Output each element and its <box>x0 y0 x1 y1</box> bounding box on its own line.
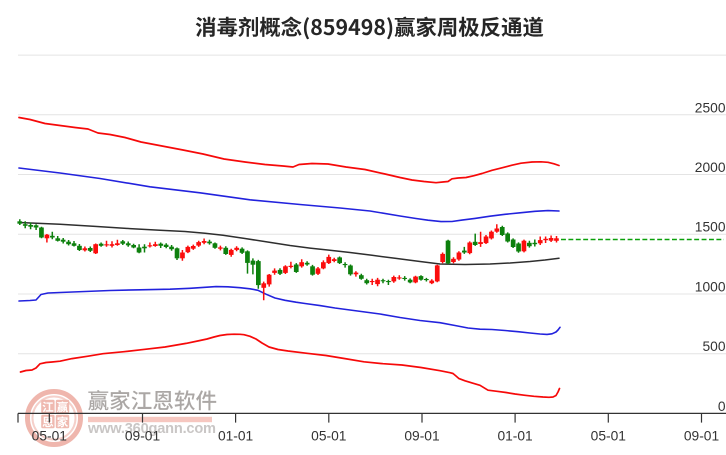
svg-text:05-01: 05-01 <box>32 428 67 443</box>
svg-text:05-01: 05-01 <box>591 428 626 443</box>
svg-text:1500: 1500 <box>695 220 726 235</box>
svg-text:0: 0 <box>718 399 726 414</box>
svg-text:2000: 2000 <box>695 160 726 175</box>
svg-text:www.360gann.com: www.360gann.com <box>87 421 216 437</box>
svg-text:05-01: 05-01 <box>311 428 346 443</box>
svg-text:2500: 2500 <box>695 100 726 115</box>
svg-text:01-01: 01-01 <box>497 428 532 443</box>
svg-text:09-01: 09-01 <box>684 428 719 443</box>
svg-text:500: 500 <box>702 339 725 354</box>
svg-text:09-01: 09-01 <box>125 428 160 443</box>
svg-text:1000: 1000 <box>695 280 726 295</box>
svg-text:01-01: 01-01 <box>218 428 253 443</box>
svg-text:09-01: 09-01 <box>404 428 439 443</box>
